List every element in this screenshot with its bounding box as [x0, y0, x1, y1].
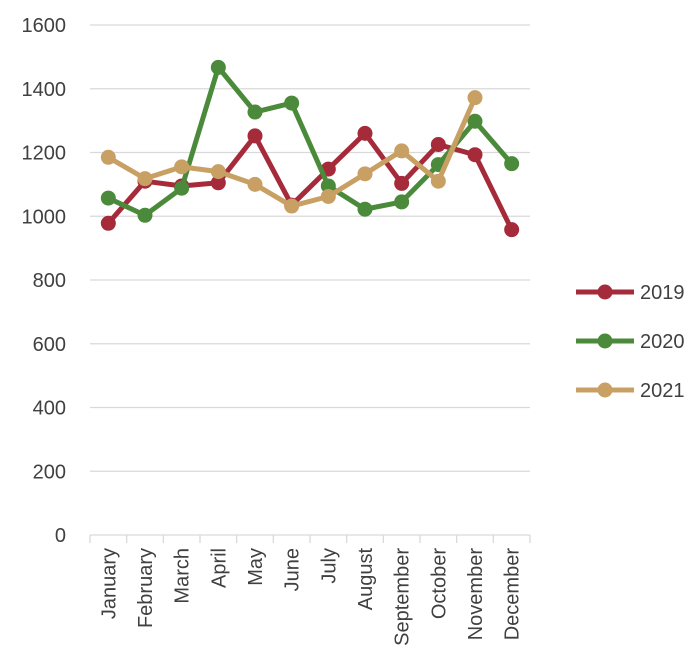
- data-point: [284, 198, 300, 214]
- data-point: [100, 149, 116, 165]
- y-tick-label: 200: [33, 461, 66, 483]
- y-tick-label: 1000: [22, 206, 67, 228]
- x-tick-label: December: [502, 548, 524, 641]
- x-tick-label: April: [208, 548, 230, 588]
- data-point: [137, 171, 153, 187]
- data-point: [357, 201, 373, 217]
- y-tick-label: 400: [33, 398, 66, 420]
- y-tick-label: 0: [55, 525, 66, 547]
- y-tick-label: 800: [33, 270, 66, 292]
- x-tick-label: May: [245, 548, 267, 586]
- legend-label: 2021: [640, 380, 685, 402]
- data-point: [394, 175, 410, 191]
- x-tick-label: September: [392, 548, 414, 646]
- data-point: [137, 207, 153, 223]
- legend-swatch-marker: [597, 382, 613, 398]
- data-point: [174, 159, 190, 175]
- y-tick-label: 1600: [22, 15, 67, 37]
- x-tick-label: March: [172, 548, 194, 604]
- data-point: [100, 215, 116, 231]
- data-point: [394, 194, 410, 210]
- data-point: [320, 178, 336, 194]
- data-point: [467, 147, 483, 163]
- data-point: [394, 143, 410, 159]
- legend-swatch-marker: [597, 333, 613, 349]
- y-tick-label: 600: [33, 334, 66, 356]
- series-2020: [100, 59, 520, 223]
- data-point: [504, 156, 520, 172]
- series-2021: [100, 90, 483, 214]
- data-point: [210, 59, 226, 75]
- data-point: [430, 137, 446, 153]
- y-axis-tick-labels: 0 200 400 600 800 1000 1200 1400 1600: [22, 15, 67, 547]
- data-point: [247, 176, 263, 192]
- x-tick-label: July: [318, 548, 340, 584]
- legend-item: 2019: [576, 282, 685, 304]
- legend-label: 2020: [640, 331, 685, 353]
- data-point: [247, 104, 263, 120]
- y-tick-label: 1400: [22, 79, 67, 101]
- x-axis-tick-labels: January February March April May June July Augu…: [89, 535, 531, 646]
- x-tick-label: August: [355, 548, 377, 611]
- gridlines: [90, 24, 530, 536]
- data-point: [174, 180, 190, 196]
- legend-item: 2020: [576, 331, 685, 353]
- x-tick-label: June: [282, 548, 304, 591]
- legend-swatch-marker: [597, 284, 613, 300]
- data-point: [210, 175, 226, 191]
- data-point: [430, 173, 446, 189]
- data-point: [357, 125, 373, 141]
- series-lines: [100, 59, 520, 238]
- data-point: [100, 190, 116, 206]
- legend-item: 2021: [576, 380, 685, 402]
- data-point: [320, 188, 336, 204]
- x-tick-label: October: [428, 548, 450, 619]
- data-point: [357, 166, 373, 182]
- data-point: [247, 128, 263, 144]
- legend-label: 2019: [640, 282, 685, 304]
- x-tick-label: January: [98, 548, 120, 619]
- data-point: [504, 222, 520, 238]
- x-tick-label: February: [135, 548, 157, 628]
- data-point: [467, 90, 483, 106]
- data-point: [210, 164, 226, 180]
- legend: 2019 2020 2021: [576, 282, 685, 402]
- series-line: [105, 64, 515, 218]
- data-point: [284, 95, 300, 111]
- y-tick-label: 1200: [22, 143, 67, 165]
- x-tick-label: November: [465, 548, 487, 641]
- data-point: [467, 113, 483, 129]
